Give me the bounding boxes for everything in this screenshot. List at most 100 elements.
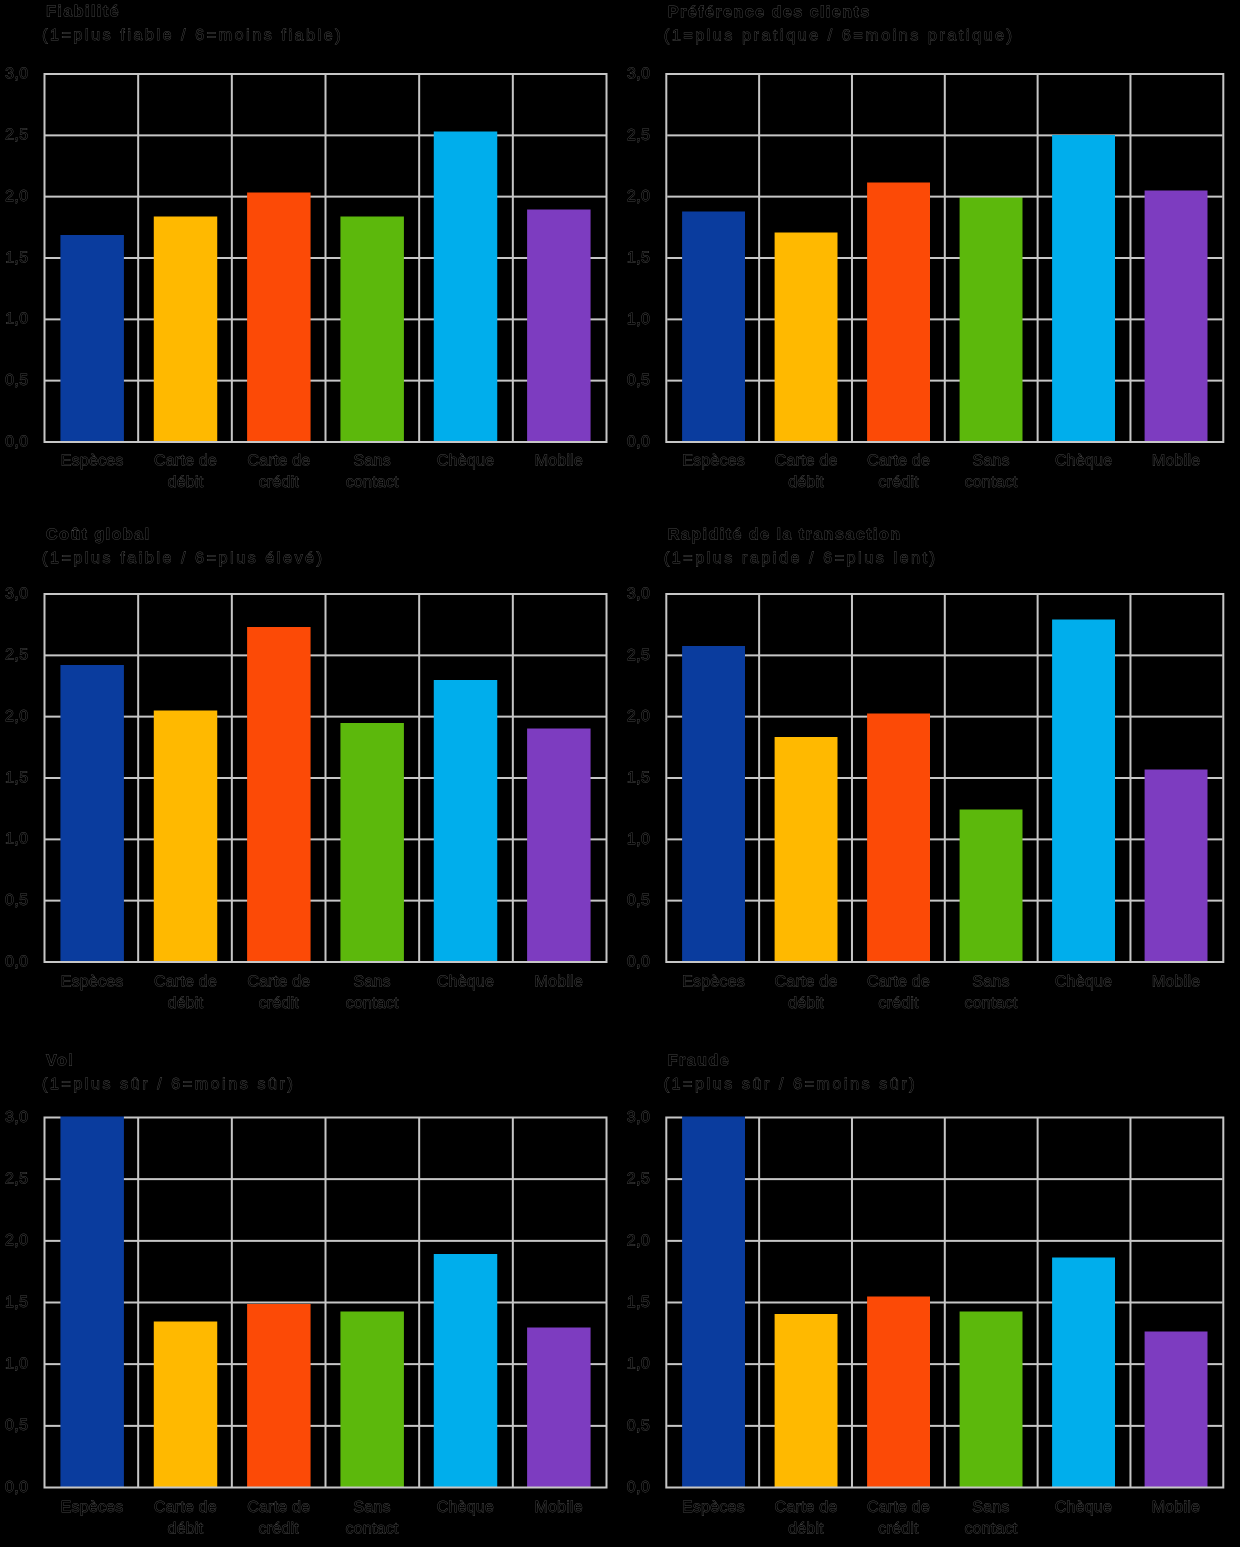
svg-text:1,5: 1,5 [627, 250, 650, 267]
svg-text:(1=plus sûr / 6=moins sûr): (1=plus sûr / 6=moins sûr) [664, 1076, 917, 1093]
svg-text:0,5: 0,5 [627, 372, 650, 389]
svg-text:Carte de: Carte de [247, 452, 310, 469]
svg-text:Sans: Sans [972, 974, 1009, 991]
svg-text:2,5: 2,5 [627, 647, 650, 664]
svg-text:débit: débit [788, 474, 824, 491]
svg-text:2,0: 2,0 [5, 1232, 28, 1249]
svg-text:Carte de: Carte de [154, 973, 217, 990]
svg-text:crédit: crédit [878, 1521, 919, 1538]
svg-text:Sans: Sans [972, 453, 1009, 470]
svg-text:Chèque: Chèque [437, 973, 494, 990]
svg-text:contact: contact [346, 1520, 399, 1537]
svg-text:Espèces: Espèces [682, 453, 745, 470]
svg-text:Préférence des clients: Préférence des clients [668, 4, 871, 21]
svg-text:0,0: 0,0 [5, 953, 28, 970]
svg-text:débit: débit [168, 474, 204, 491]
svg-text:2,5: 2,5 [5, 1171, 28, 1188]
svg-text:Carte de: Carte de [154, 1499, 217, 1516]
svg-text:2,0: 2,0 [627, 1232, 650, 1249]
svg-text:Fraude: Fraude [668, 1053, 730, 1070]
svg-text:1,5: 1,5 [5, 249, 28, 266]
svg-text:0,0: 0,0 [627, 954, 650, 971]
svg-text:2,5: 2,5 [627, 127, 650, 144]
svg-text:(1=plus fiable / 6=moins fiabl: (1=plus fiable / 6=moins fiable) [42, 27, 343, 44]
svg-text:Espèces: Espèces [682, 1499, 745, 1516]
svg-text:Mobile: Mobile [1152, 974, 1200, 991]
svg-text:0,5: 0,5 [5, 1417, 28, 1434]
svg-text:Espèces: Espèces [61, 452, 124, 469]
svg-text:Vol: Vol [46, 1052, 74, 1069]
svg-text:crédit: crédit [259, 474, 300, 491]
svg-text:Chèque: Chèque [1055, 453, 1112, 470]
svg-text:Sans: Sans [354, 452, 391, 469]
svg-text:Sans: Sans [972, 1499, 1009, 1516]
svg-text:1,5: 1,5 [627, 1294, 650, 1311]
svg-text:crédit: crédit [259, 1520, 300, 1537]
svg-text:Coût global: Coût global [46, 527, 150, 544]
svg-text:Mobile: Mobile [1152, 453, 1200, 470]
svg-text:Chèque: Chèque [437, 452, 494, 469]
svg-text:0,0: 0,0 [5, 1479, 28, 1496]
svg-text:Carte de: Carte de [775, 453, 838, 470]
svg-text:Chèque: Chèque [1055, 974, 1112, 991]
svg-text:1,0: 1,0 [627, 1356, 650, 1373]
svg-text:contact: contact [346, 474, 399, 491]
svg-text:3,0: 3,0 [5, 65, 28, 82]
svg-text:0,0: 0,0 [627, 1479, 650, 1496]
svg-text:0,5: 0,5 [627, 892, 650, 909]
svg-text:0,0: 0,0 [627, 434, 650, 451]
svg-text:Sans: Sans [353, 973, 390, 990]
svg-text:1,5: 1,5 [5, 769, 28, 786]
svg-text:contact: contact [965, 995, 1018, 1012]
svg-text:Chèque: Chèque [1055, 1499, 1112, 1516]
svg-text:1,5: 1,5 [5, 1294, 28, 1311]
svg-text:1,0: 1,0 [5, 311, 28, 328]
svg-text:2,0: 2,0 [5, 188, 28, 205]
svg-text:contact: contact [965, 474, 1018, 491]
svg-text:Carte de: Carte de [867, 974, 930, 991]
svg-text:Mobile: Mobile [535, 1499, 583, 1516]
svg-text:2,0: 2,0 [627, 188, 650, 205]
svg-text:2,5: 2,5 [5, 127, 28, 144]
svg-text:débit: débit [168, 995, 204, 1012]
svg-text:Espèces: Espèces [61, 973, 124, 990]
svg-text:3,0: 3,0 [627, 66, 650, 83]
svg-text:Carte de: Carte de [154, 452, 217, 469]
svg-text:Carte de: Carte de [867, 1499, 930, 1516]
svg-text:1,0: 1,0 [5, 831, 28, 848]
svg-text:(1=plus faible / 6=plus élevé): (1=plus faible / 6=plus élevé) [42, 550, 325, 567]
svg-text:Espèces: Espèces [682, 974, 745, 991]
svg-text:Espèces: Espèces [61, 1499, 124, 1516]
svg-text:2,0: 2,0 [627, 708, 650, 725]
svg-text:2,5: 2,5 [5, 647, 28, 664]
svg-text:3,0: 3,0 [627, 586, 650, 603]
svg-text:(1=plus sûr / 6=moins sûr): (1=plus sûr / 6=moins sûr) [42, 1076, 295, 1093]
svg-text:1,5: 1,5 [627, 770, 650, 787]
svg-text:débit: débit [788, 995, 824, 1012]
svg-text:Carte de: Carte de [867, 453, 930, 470]
svg-text:Carte de: Carte de [775, 974, 838, 991]
svg-text:Mobile: Mobile [535, 452, 583, 469]
svg-text:Mobile: Mobile [535, 973, 583, 990]
svg-text:0,5: 0,5 [5, 892, 28, 909]
svg-text:Chèque: Chèque [437, 1499, 494, 1516]
svg-text:crédit: crédit [878, 995, 919, 1012]
svg-text:3,0: 3,0 [5, 1109, 28, 1126]
svg-text:1,0: 1,0 [627, 831, 650, 848]
svg-text:Rapidité de la transaction: Rapidité de la transaction [668, 527, 902, 544]
svg-text:0,5: 0,5 [5, 372, 28, 389]
svg-text:crédit: crédit [878, 474, 919, 491]
svg-text:Sans: Sans [353, 1499, 390, 1516]
svg-text:débit: débit [168, 1520, 204, 1537]
svg-text:0,5: 0,5 [627, 1417, 650, 1434]
svg-text:Carte de: Carte de [247, 1499, 310, 1516]
svg-text:contact: contact [964, 1521, 1017, 1538]
svg-text:2,5: 2,5 [627, 1171, 650, 1188]
svg-text:1,0: 1,0 [627, 311, 650, 328]
svg-text:Carte de: Carte de [774, 1499, 837, 1516]
svg-text:(1=plus rapide / 6=plus lent): (1=plus rapide / 6=plus lent) [664, 550, 938, 567]
svg-text:2,0: 2,0 [5, 708, 28, 725]
svg-text:3,0: 3,0 [5, 585, 28, 602]
svg-text:(1=plus pratique / 6=moins pra: (1=plus pratique / 6=moins pratique) [664, 27, 1015, 44]
svg-text:1,0: 1,0 [5, 1356, 28, 1373]
